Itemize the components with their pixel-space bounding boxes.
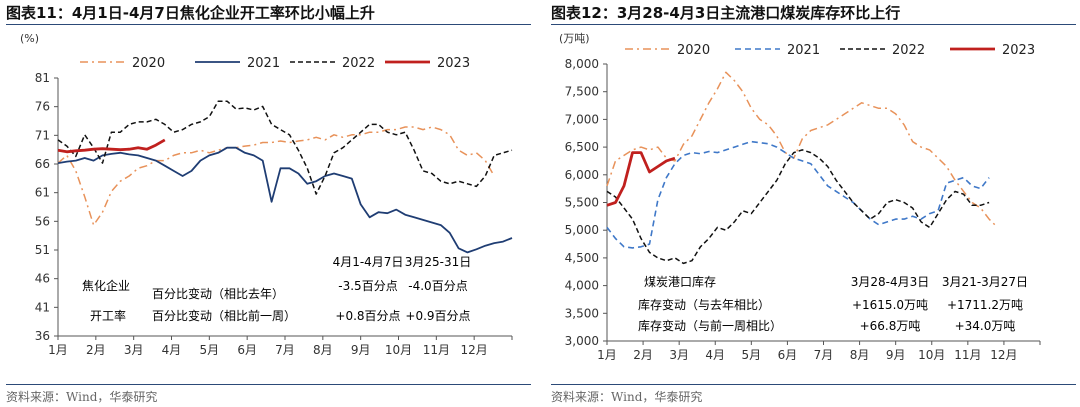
y-tick-label: 4,500 bbox=[565, 251, 599, 265]
annotation-row-label: 煤炭港口库存 bbox=[644, 274, 716, 289]
annotation-col-header: 4月1-4月7日 bbox=[333, 255, 404, 269]
legend-label: 2020 bbox=[132, 56, 165, 71]
x-tick-label: 4月 bbox=[162, 343, 182, 357]
annotation-value: +0.9百分点 bbox=[405, 309, 470, 323]
x-tick-label: 7月 bbox=[275, 343, 295, 357]
series-line-2023 bbox=[606, 151, 676, 207]
y-axis-unit: (万吨) bbox=[559, 32, 590, 45]
annotation-row-label: 库存变动（与去年相比） bbox=[638, 297, 770, 312]
y-tick-label: 4,000 bbox=[565, 279, 599, 293]
legend-label: 2023 bbox=[437, 56, 470, 71]
y-tick-label: 76 bbox=[35, 100, 50, 114]
x-tick-label: 2月 bbox=[633, 348, 653, 362]
y-tick-label: 71 bbox=[35, 128, 50, 142]
chart-panel-right: 图表12：3月28-4月3日主流港口煤炭库存环比上行 3,000 3,500 4,0… bbox=[545, 0, 1080, 407]
legend-label: 2022 bbox=[342, 56, 375, 71]
x-tick-label: 1月 bbox=[597, 348, 617, 362]
annotation-row-label: 百分比变动（相比去年） bbox=[152, 286, 284, 301]
x-tick-label: 1月 bbox=[48, 343, 68, 357]
series-line-2022 bbox=[606, 149, 990, 265]
y-tick-label: 81 bbox=[35, 71, 50, 85]
annotation-value: +34.0万吨 bbox=[955, 319, 1016, 333]
y-tick-label: 61 bbox=[35, 186, 50, 200]
x-tick-label: 7月 bbox=[814, 348, 834, 362]
series-line-2021 bbox=[606, 140, 990, 249]
y-tick-label: 41 bbox=[35, 300, 50, 314]
y-tick-label: 8,000 bbox=[565, 57, 599, 71]
series-line-2021 bbox=[57, 146, 513, 254]
title-divider bbox=[6, 24, 531, 25]
source-note: 资料来源：Wind，华泰研究 bbox=[551, 390, 703, 404]
chart-panel-left: 图表11：4月1日-4月7日焦化企业开工率环比小幅上升 36 41 46 51 56 61… bbox=[0, 0, 535, 407]
y-tick-label: 66 bbox=[35, 157, 50, 171]
y-tick-label: 46 bbox=[35, 272, 50, 286]
annotation-row-label: 百分比变动（相比前一周） bbox=[152, 308, 296, 323]
x-tick-label: 6月 bbox=[778, 348, 798, 362]
chart-title: 图表11：4月1日-4月7日焦化企业开工率环比小幅上升 bbox=[6, 4, 375, 22]
x-tick-label: 12月 bbox=[990, 348, 1017, 362]
annotation-value: +66.8万吨 bbox=[860, 319, 921, 333]
series-line-2023 bbox=[57, 138, 166, 154]
y-tick-label: 6,500 bbox=[565, 140, 599, 154]
title-divider bbox=[551, 24, 1076, 25]
annotation-col-header: 3月25-31日 bbox=[405, 255, 472, 269]
annotation-value: -3.5百分点 bbox=[338, 279, 397, 293]
annotation-value: +1711.2万吨 bbox=[947, 298, 1023, 312]
x-tick-label: 5月 bbox=[742, 348, 762, 362]
y-tick-label: 51 bbox=[35, 243, 50, 257]
y-tick-label: 36 bbox=[35, 329, 50, 343]
x-tick-label: 6月 bbox=[237, 343, 257, 357]
annotation-row-label: 库存变动（与前一周相比） bbox=[638, 318, 782, 333]
y-tick-label: 3,500 bbox=[565, 306, 599, 320]
chart-plot: 3,000 3,500 4,000 4,500 5,000 5,500 6,000 6,500… bbox=[559, 32, 1041, 362]
y-tick-label: 3,000 bbox=[565, 334, 599, 348]
x-tick-label: 9月 bbox=[351, 343, 371, 357]
y-tick-label: 7,500 bbox=[565, 85, 599, 99]
legend-label: 2021 bbox=[787, 43, 820, 58]
x-tick-label: 8月 bbox=[313, 343, 333, 357]
x-tick-label: 11月 bbox=[954, 348, 981, 362]
y-axis-unit: (%) bbox=[20, 32, 39, 45]
x-tick-label: 4月 bbox=[705, 348, 725, 362]
series-line-2020 bbox=[57, 126, 495, 226]
series-line-2022 bbox=[57, 100, 513, 195]
y-tick-label: 6,000 bbox=[565, 168, 599, 182]
annotation-row-label: 开工率 bbox=[90, 308, 126, 323]
annotation-col-header: 3月21-3月27日 bbox=[942, 275, 1028, 289]
chart-plot: 36 41 46 51 56 61 66 71 76 81 (%) 1月 2月 3月 4月 5月 6月 7月 8月 9… bbox=[20, 32, 513, 357]
x-tick-label: 9月 bbox=[886, 348, 906, 362]
y-tick-label: 5,500 bbox=[565, 196, 599, 210]
legend-label: 2022 bbox=[892, 43, 925, 58]
annotation-row-label: 焦化企业 bbox=[82, 278, 130, 293]
source-divider bbox=[6, 384, 531, 385]
annotation-value: -4.0百分点 bbox=[408, 279, 467, 293]
chart-title: 图表12：3月28-4月3日主流港口煤炭库存环比上行 bbox=[551, 4, 901, 22]
x-tick-label: 3月 bbox=[669, 348, 689, 362]
x-tick-label: 11月 bbox=[423, 343, 450, 357]
y-tick-label: 5,000 bbox=[565, 223, 599, 237]
x-tick-label: 5月 bbox=[200, 343, 220, 357]
y-tick-label: 7,000 bbox=[565, 112, 599, 126]
annotation-value: +1615.0万吨 bbox=[852, 298, 928, 312]
x-tick-label: 12月 bbox=[461, 343, 488, 357]
source-note: 资料来源：Wind，华泰研究 bbox=[6, 390, 158, 404]
y-tick-label: 56 bbox=[35, 214, 50, 228]
annotation-col-header: 3月28-4月3日 bbox=[851, 275, 930, 289]
source-divider bbox=[551, 384, 1076, 385]
legend-label: 2023 bbox=[1002, 43, 1035, 58]
x-tick-label: 3月 bbox=[124, 343, 144, 357]
legend-label: 2021 bbox=[247, 56, 280, 71]
x-tick-label: 10月 bbox=[918, 348, 945, 362]
legend-label: 2020 bbox=[677, 43, 710, 58]
annotation-value: +0.8百分点 bbox=[335, 309, 400, 323]
x-tick-label: 10月 bbox=[385, 343, 412, 357]
x-tick-label: 2月 bbox=[86, 343, 106, 357]
x-tick-label: 8月 bbox=[850, 348, 870, 362]
